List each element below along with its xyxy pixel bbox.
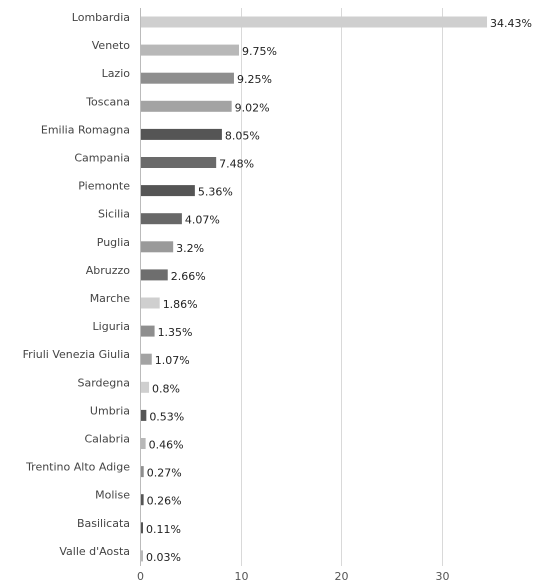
- category-label: Calabria: [84, 433, 130, 446]
- category-label: Marche: [90, 292, 131, 305]
- bar: [141, 466, 144, 478]
- bar: [141, 494, 144, 506]
- category-label: Umbria: [90, 404, 130, 417]
- bar: [141, 72, 234, 84]
- x-tick-label: 10: [235, 570, 249, 583]
- category-label: Trentino Alto Adige: [25, 461, 130, 474]
- category-label: Veneto: [92, 39, 130, 52]
- bar: [141, 269, 168, 281]
- data-label: 9.75%: [242, 45, 277, 58]
- bar: [141, 297, 160, 309]
- data-label: 0.53%: [149, 410, 184, 423]
- data-label: 34.43%: [490, 17, 532, 30]
- data-label: 0.03%: [146, 551, 181, 564]
- category-label: Molise: [95, 489, 130, 502]
- bar: [141, 185, 195, 197]
- data-label: 9.02%: [235, 101, 270, 114]
- x-axis-ticks: 0 10 20 30: [137, 570, 450, 583]
- category-label: Campania: [74, 152, 130, 165]
- data-label: 0.46%: [149, 439, 184, 452]
- bar: [141, 16, 488, 28]
- value-labels: 34.43% 9.75% 9.25% 9.02% 8.05% 7.48% 5.36% 4.07…: [146, 17, 532, 564]
- data-label: 1.07%: [155, 354, 190, 367]
- category-label: Piemonte: [78, 180, 130, 193]
- bar: [141, 409, 147, 421]
- category-label: Sicilia: [98, 208, 130, 221]
- bar: [141, 157, 217, 168]
- bar: [141, 241, 174, 253]
- data-label: 0.27%: [147, 467, 182, 480]
- bar: [141, 353, 152, 365]
- bar: [141, 128, 222, 140]
- category-labels: Lombardia Veneto Lazio Toscana Emilia Romagn…: [23, 11, 131, 558]
- category-label: Liguria: [93, 320, 130, 333]
- grid-lines: [140, 8, 443, 566]
- bar: [141, 44, 239, 56]
- bar: [141, 381, 150, 393]
- data-label: 0.8%: [152, 382, 180, 395]
- bar: [141, 100, 232, 112]
- category-label: Toscana: [85, 95, 130, 108]
- data-label: 0.11%: [146, 523, 181, 536]
- data-label: 9.25%: [237, 73, 272, 86]
- bar: [141, 438, 146, 449]
- bars: [141, 16, 488, 562]
- data-label: 4.07%: [185, 214, 220, 227]
- data-label: 1.35%: [158, 326, 193, 339]
- category-label: Basilicata: [77, 517, 130, 530]
- bar: [141, 550, 143, 562]
- category-label: Sardegna: [78, 376, 131, 389]
- category-label: Emilia Romagna: [41, 123, 130, 136]
- bar: [141, 213, 182, 225]
- data-label: 8.05%: [225, 129, 260, 142]
- x-tick-label: 30: [436, 570, 450, 583]
- bar: [141, 325, 155, 337]
- data-label: 7.48%: [219, 158, 254, 171]
- data-label: 5.36%: [198, 186, 233, 199]
- data-label: 3.2%: [176, 242, 204, 255]
- data-label: 2.66%: [171, 270, 206, 283]
- category-label: Friuli Venezia Giulia: [23, 348, 130, 361]
- x-tick-label: 20: [335, 570, 349, 583]
- category-label: Valle d'Aosta: [59, 545, 130, 558]
- category-label: Lazio: [102, 67, 131, 80]
- bar: [141, 522, 143, 534]
- category-label: Abruzzo: [86, 264, 131, 277]
- data-label: 1.86%: [163, 298, 198, 311]
- data-label: 0.26%: [147, 495, 182, 508]
- category-label: Puglia: [97, 236, 130, 249]
- x-tick-label: 0: [137, 570, 144, 583]
- category-label: Lombardia: [72, 11, 130, 24]
